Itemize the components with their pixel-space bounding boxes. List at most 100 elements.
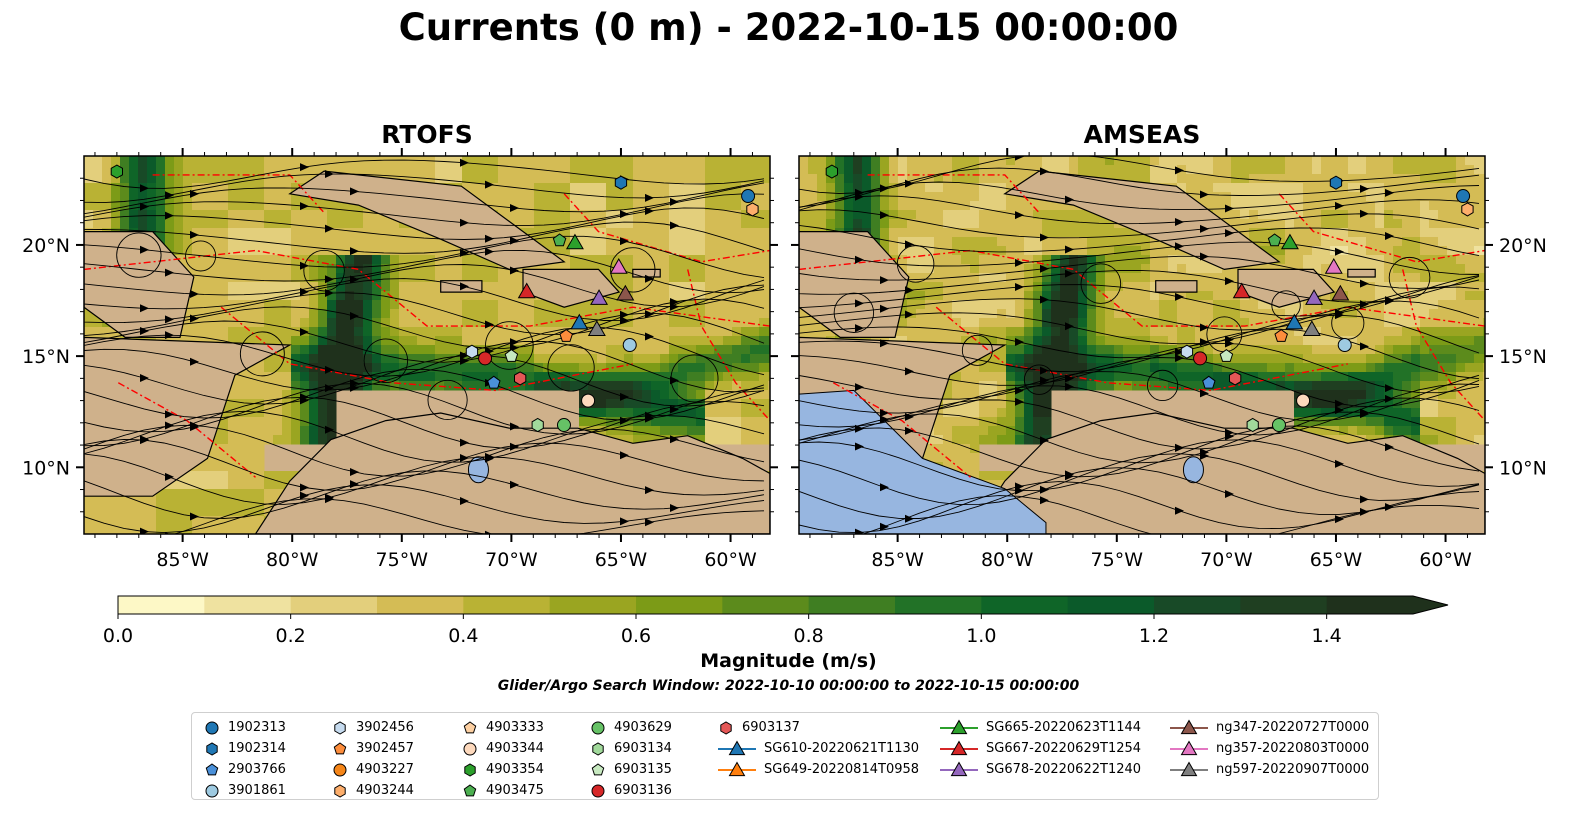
x-tick-label: 80°W [266,549,319,571]
x-tick-label: 60°W [704,549,757,571]
colorbar-segment [549,596,637,614]
map-marker [1219,348,1234,362]
colorbar-segment [1067,596,1155,614]
colorbar-segment [722,596,810,614]
map-marker [1271,418,1286,433]
pentagon-marker-icon [463,720,477,733]
map-marker [487,375,501,389]
colorbar-segment [808,596,896,614]
map-marker [1232,282,1251,299]
map-marker [1302,320,1321,337]
hexagon-icon [334,783,346,798]
triangle-icon [950,718,968,734]
hexagon-marker-icon [206,741,218,756]
map-marker [1193,351,1208,366]
legend-column: 4903629 6903134 6903135 6903136 [590,717,672,801]
colorbar-tick-label: 0.0 [103,625,133,647]
colorbar-segment [377,596,464,614]
legend-column: 3902456 3902457 4903227 4903244 [332,717,414,801]
legend-label: 4903354 [486,762,544,777]
colorbar-tick-label: 0.4 [448,625,478,647]
triangle-marker-icon [940,760,978,776]
triangle-icon [728,760,746,776]
map-marker [590,289,609,305]
map-marker [478,351,493,366]
map-marker [531,417,544,433]
legend-item: 6903134 [590,738,672,759]
circle-icon [205,784,219,797]
legend-item: 4903227 [332,759,414,780]
triangle-marker-icon [1170,760,1208,776]
legend-item: 6903136 [590,780,672,801]
colorbar-segment [1154,596,1241,614]
x-tick-label: 75°W [1091,549,1144,571]
colorbar-tick-label: 1.0 [966,625,996,647]
y-tick-label: 10°N [1499,457,1547,479]
map-marker [1461,202,1474,217]
x-tick-label: 85°W [156,549,209,571]
map-marker [741,189,756,204]
circle-icon [205,721,219,734]
map-marker [1267,233,1282,247]
legend-item: ng347-20220727T0000 [1170,717,1369,738]
legend-label: 6903137 [742,720,800,735]
circle-marker-icon [591,721,605,734]
hexagon-marker-icon [334,783,346,798]
y-tick-label: 20°N [22,235,70,257]
circle-marker-icon [333,763,347,776]
legend-label: 4903629 [614,720,672,735]
y-tick-label: 20°N [1499,235,1547,257]
circle-marker-icon [205,784,219,797]
hexagon-icon [464,762,476,777]
hexagon-marker-icon [464,762,476,777]
map-marker [1324,258,1343,274]
map-marker [581,393,596,408]
legend-item: 1902314 [204,738,286,759]
triangle-icon [1180,739,1198,755]
colorbar-tick-label: 0.6 [621,625,651,647]
colorbar-segment [290,596,378,614]
triangle-icon [1180,718,1198,734]
legend-label: SG649-20220814T0958 [764,762,920,777]
map-marker [825,164,838,179]
triangle-icon [728,739,746,755]
legend-item: 3901861 [204,780,286,801]
legend-label: 2903766 [228,762,286,777]
x-tick-label: 70°W [1200,549,1253,571]
pentagon-icon [463,720,477,733]
legend-label: ng597-20220907T0000 [1216,762,1370,777]
x-tick-label: 85°W [871,549,924,571]
map-marker [504,348,519,362]
map-marker [1331,284,1350,301]
y-tick-label: 10°N [22,457,70,479]
pentagon-icon [205,762,219,775]
amseas-map-panel [799,156,1485,534]
map-marker [1456,189,1471,204]
legend-label: 6903134 [614,741,672,756]
hexagon-marker-icon [334,720,346,735]
x-tick-label: 65°W [595,549,648,571]
colorbar-segment [204,596,292,614]
triangle-marker-icon [940,739,978,755]
colorbar-tick-label: 1.2 [1139,625,1169,647]
legend-column: 1902313 1902314 2903766 3901861 [204,717,286,801]
legend-item: 1902313 [204,717,286,738]
map-marker [565,233,584,250]
legend-label: 3902456 [356,720,414,735]
map-marker [570,313,589,330]
legend-column: SG665-20220623T1144 SG667-20220629T1254 SG… [940,717,1141,780]
legend-label: 1902314 [228,741,286,756]
map-marker [1285,313,1304,330]
map-marker [552,233,567,247]
map-marker [587,320,606,337]
legend-label: 4903227 [356,762,414,777]
figure-title: Currents (0 m) - 2022-10-15 00:00:00 [398,6,1179,49]
colorbar-tick-label: 0.8 [794,625,824,647]
hexagon-icon [334,720,346,735]
colorbar-segment [636,596,723,614]
circle-icon [463,742,477,755]
map-marker [1229,371,1242,386]
legend-item: 4903475 [462,780,544,801]
legend-label: 1902313 [228,720,286,735]
pentagon-marker-icon [591,762,605,775]
